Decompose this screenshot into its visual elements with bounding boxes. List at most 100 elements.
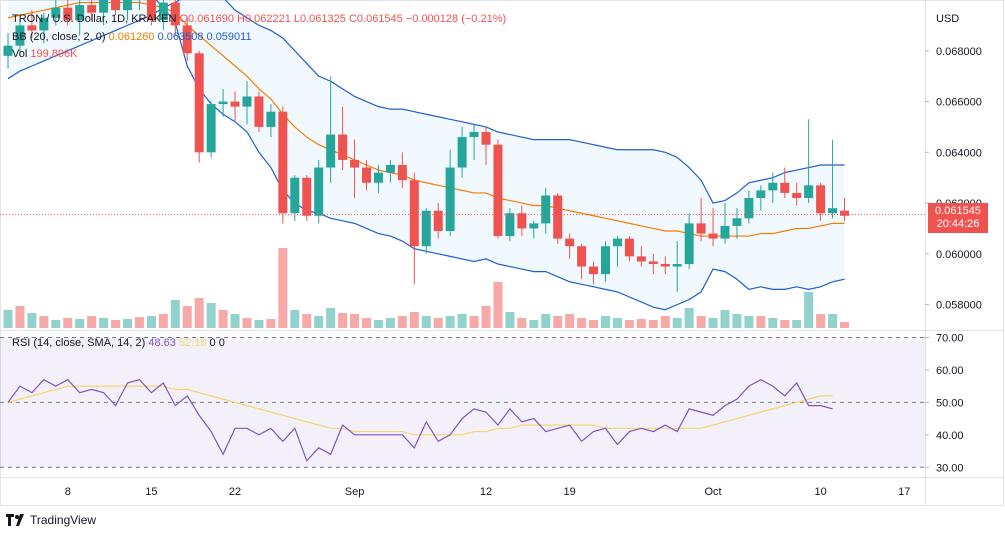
candle-body <box>15 25 25 46</box>
candle-body <box>612 238 622 247</box>
candle-body <box>242 96 252 107</box>
volume-bar <box>75 319 85 328</box>
rsi-value: 48.63 <box>148 337 176 349</box>
candle-body <box>720 225 730 239</box>
rsi-legend: RSI (14, close, SMA, 14, 2) 48.63 52.18 … <box>12 336 225 350</box>
volume-bar <box>469 316 479 328</box>
candle-body <box>350 159 360 168</box>
volume-bar <box>529 320 539 328</box>
volume-bar <box>39 316 49 328</box>
volume-bar <box>636 319 646 328</box>
candle-body <box>744 198 754 219</box>
rsi-tick-label: 30.00 <box>936 462 964 474</box>
candle-body <box>541 195 551 224</box>
volume-bar <box>99 318 109 328</box>
bb-upper-value: 0.063508 <box>157 31 204 43</box>
candle-body <box>708 233 718 239</box>
volume-bar <box>732 314 742 328</box>
ohlc-open: O0.061690 <box>179 13 234 25</box>
candle-body <box>314 167 324 216</box>
candle-body <box>445 167 455 231</box>
volume-bar <box>624 320 634 328</box>
y-tick-label: 0.058000 <box>936 300 982 312</box>
candle-body <box>158 2 168 21</box>
volume-bar <box>290 310 300 328</box>
candle-body <box>99 0 109 13</box>
candle-body <box>696 223 706 234</box>
volume-bar <box>170 300 180 328</box>
volume-bar <box>254 320 264 328</box>
candle-body <box>828 208 838 214</box>
x-tick-label: 19 <box>564 486 576 498</box>
currency-label: USD <box>936 13 959 25</box>
candles <box>3 0 849 292</box>
tradingview-logo[interactable]: TradingView <box>6 513 96 527</box>
bb-basis-value: 0.061260 <box>108 31 155 43</box>
candle-body <box>218 101 228 105</box>
vol-value: 199.896K <box>30 48 78 60</box>
volume-bar <box>505 312 515 328</box>
candle-body <box>469 132 479 138</box>
candle-body <box>146 0 156 21</box>
volume-bar <box>373 320 383 328</box>
candle-body <box>481 132 491 145</box>
volume-bar <box>493 282 503 328</box>
candle-body <box>636 256 646 262</box>
volume-bar <box>158 314 168 328</box>
volume-bar <box>553 316 563 328</box>
candle-body <box>3 45 13 56</box>
volume-bar <box>134 317 144 328</box>
candle-body <box>589 266 599 275</box>
candle-body <box>756 190 766 198</box>
x-tick-label: 15 <box>145 486 157 498</box>
candle-body <box>111 0 121 11</box>
candle-body <box>792 192 802 198</box>
candle-body <box>39 17 49 31</box>
brand-name: TradingView <box>30 513 97 527</box>
rsi-ma-value: 52.18 <box>178 337 207 349</box>
candle-body <box>577 246 587 267</box>
candle-body <box>505 213 515 237</box>
candle-body <box>290 177 300 214</box>
candle-body <box>433 210 443 231</box>
ohlc-high: H0.062221 <box>237 13 291 25</box>
candle-body <box>206 104 216 153</box>
volume-bar <box>87 316 97 328</box>
bb-fill <box>8 0 845 310</box>
volume-bar <box>804 292 814 328</box>
x-tick-label: 22 <box>229 486 241 498</box>
volume-bar <box>3 310 13 328</box>
volume-bar <box>51 320 61 328</box>
volume-bar <box>792 320 802 328</box>
x-tick-label: Oct <box>704 486 721 498</box>
candle-body <box>493 144 503 237</box>
volume-bar <box>350 314 360 328</box>
volume-bar <box>397 316 407 328</box>
candle-body <box>624 238 634 257</box>
volume-bar <box>768 318 778 328</box>
chart-frame <box>0 0 1004 506</box>
volume-bar <box>15 306 25 328</box>
volume-bar <box>696 316 706 328</box>
vol-legend: Vol 199.896K <box>12 47 77 61</box>
y-tick-label: 0.066000 <box>936 97 982 109</box>
x-tick-label: 17 <box>898 486 910 498</box>
x-tick-label: 12 <box>480 486 492 498</box>
bb-label: BB (20, close, 2, 0) <box>12 31 106 43</box>
candle-body <box>123 0 132 11</box>
volume-bar <box>828 314 838 328</box>
candle-body <box>230 101 240 107</box>
volume-bar <box>230 314 240 328</box>
volume-bar <box>840 322 849 328</box>
volume-bar <box>421 316 431 328</box>
candle-body <box>732 218 742 226</box>
candle-body <box>660 264 670 267</box>
volume-bar <box>123 319 132 328</box>
volume-bar <box>338 313 348 328</box>
candle-body <box>27 25 37 31</box>
y-tick-label: 0.068000 <box>936 46 982 58</box>
volume-bar <box>111 320 121 328</box>
ohlc-low: L0.061325 <box>293 13 346 25</box>
candle-body <box>648 261 658 264</box>
